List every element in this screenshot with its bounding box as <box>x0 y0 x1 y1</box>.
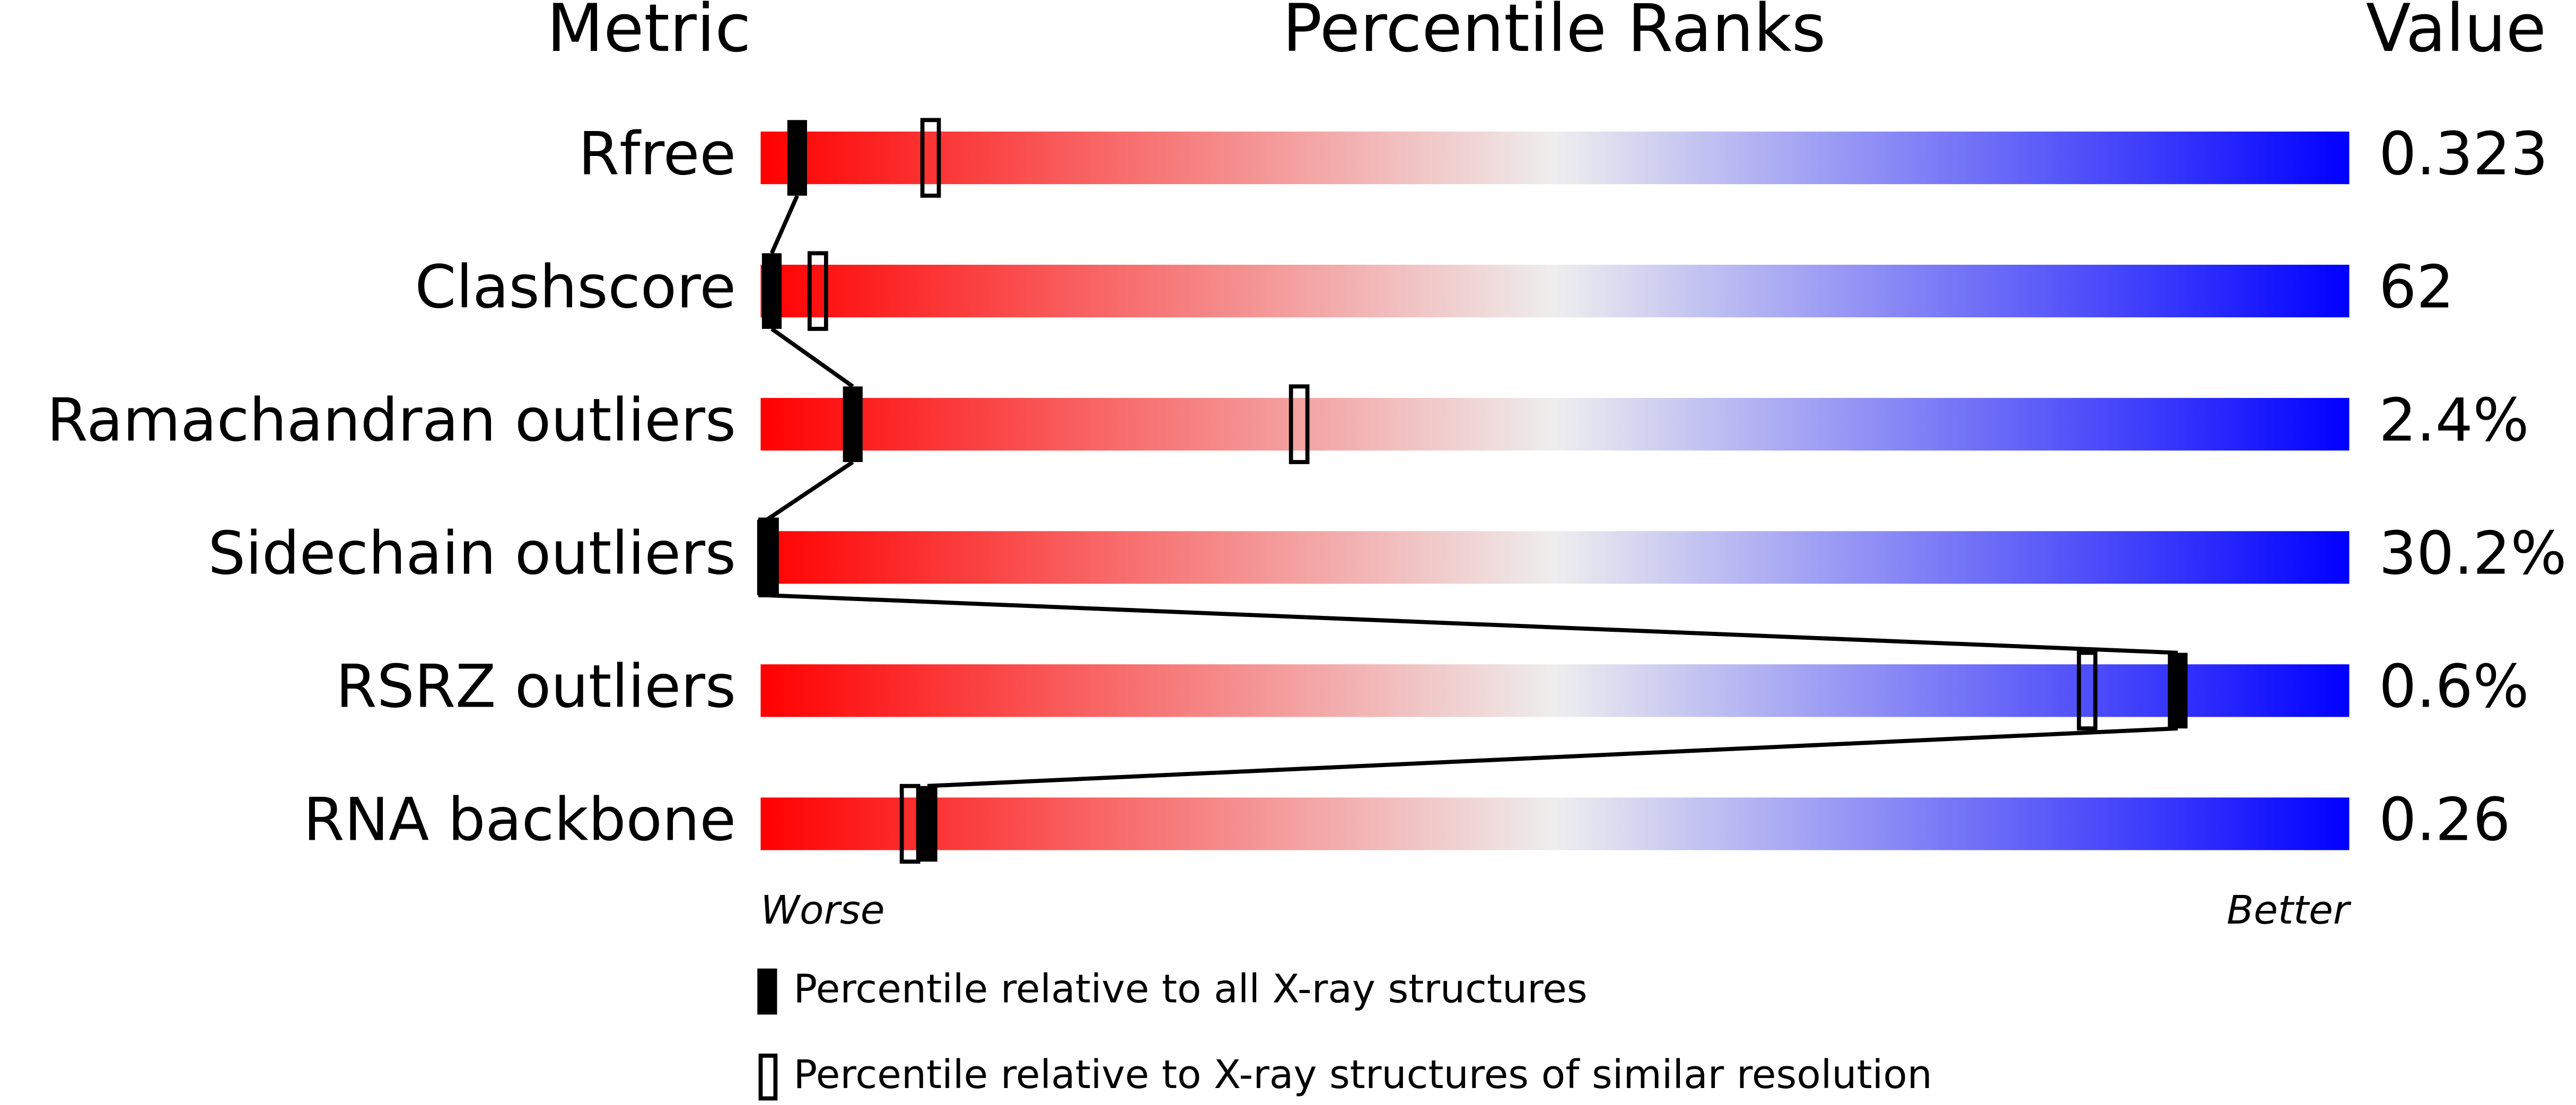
percentile-marker-all <box>2168 652 2188 729</box>
metric-value: 62 <box>2379 253 2454 321</box>
percentile-marker-similar <box>899 784 921 864</box>
percentile-marker-all <box>787 120 807 196</box>
metric-label: RSRZ outliers <box>336 652 736 721</box>
percentile-marker-similar <box>807 251 828 331</box>
slider-bar <box>760 265 2350 318</box>
slider-bar <box>760 131 2350 185</box>
legend-label: Percentile relative to all X-ray structu… <box>793 966 1587 1012</box>
connector-line <box>766 460 854 521</box>
percentile-marker-all <box>917 786 937 862</box>
connector-line <box>770 327 854 388</box>
slider-bar <box>760 398 2350 451</box>
metric-value: 2.4% <box>2379 386 2529 455</box>
metric-label: Ramachandran outliers <box>47 386 736 455</box>
percentile-marker-similar <box>2076 650 2098 731</box>
slider-bar <box>760 664 2350 717</box>
metric-label: Sidechain outliers <box>208 519 736 588</box>
connector-line <box>767 593 2178 655</box>
slider-bar <box>760 797 2350 850</box>
metric-label: RNA backbone <box>303 786 736 855</box>
metric-value: 0.26 <box>2379 786 2510 855</box>
metric-value: 0.6% <box>2379 652 2529 721</box>
legend-icon <box>758 1054 778 1101</box>
percentile-marker-all <box>843 386 863 463</box>
legend-label: Percentile relative to X-ray structures … <box>793 1051 1932 1098</box>
metric-value: 30.2% <box>2379 519 2566 588</box>
connector-line <box>769 195 799 254</box>
metric-label: Clashscore <box>415 253 736 321</box>
metric-label: Rfree <box>579 119 736 188</box>
legend-icon <box>757 968 777 1015</box>
metric-header: Metric <box>547 0 751 67</box>
metric-value: 0.323 <box>2379 119 2548 188</box>
worse-label: Worse <box>760 887 884 933</box>
percentile-header: Percentile Ranks <box>1282 0 1826 67</box>
percentile-marker-all <box>761 253 782 329</box>
slider-bar <box>760 531 2350 584</box>
percentile-marker-similar <box>1289 384 1310 464</box>
better-label: Better <box>2227 887 2352 933</box>
connector-line <box>927 726 2178 788</box>
percentile-marker-similar <box>920 118 941 198</box>
percentile-marker-similar <box>758 517 779 597</box>
value-header: Value <box>2366 0 2546 67</box>
